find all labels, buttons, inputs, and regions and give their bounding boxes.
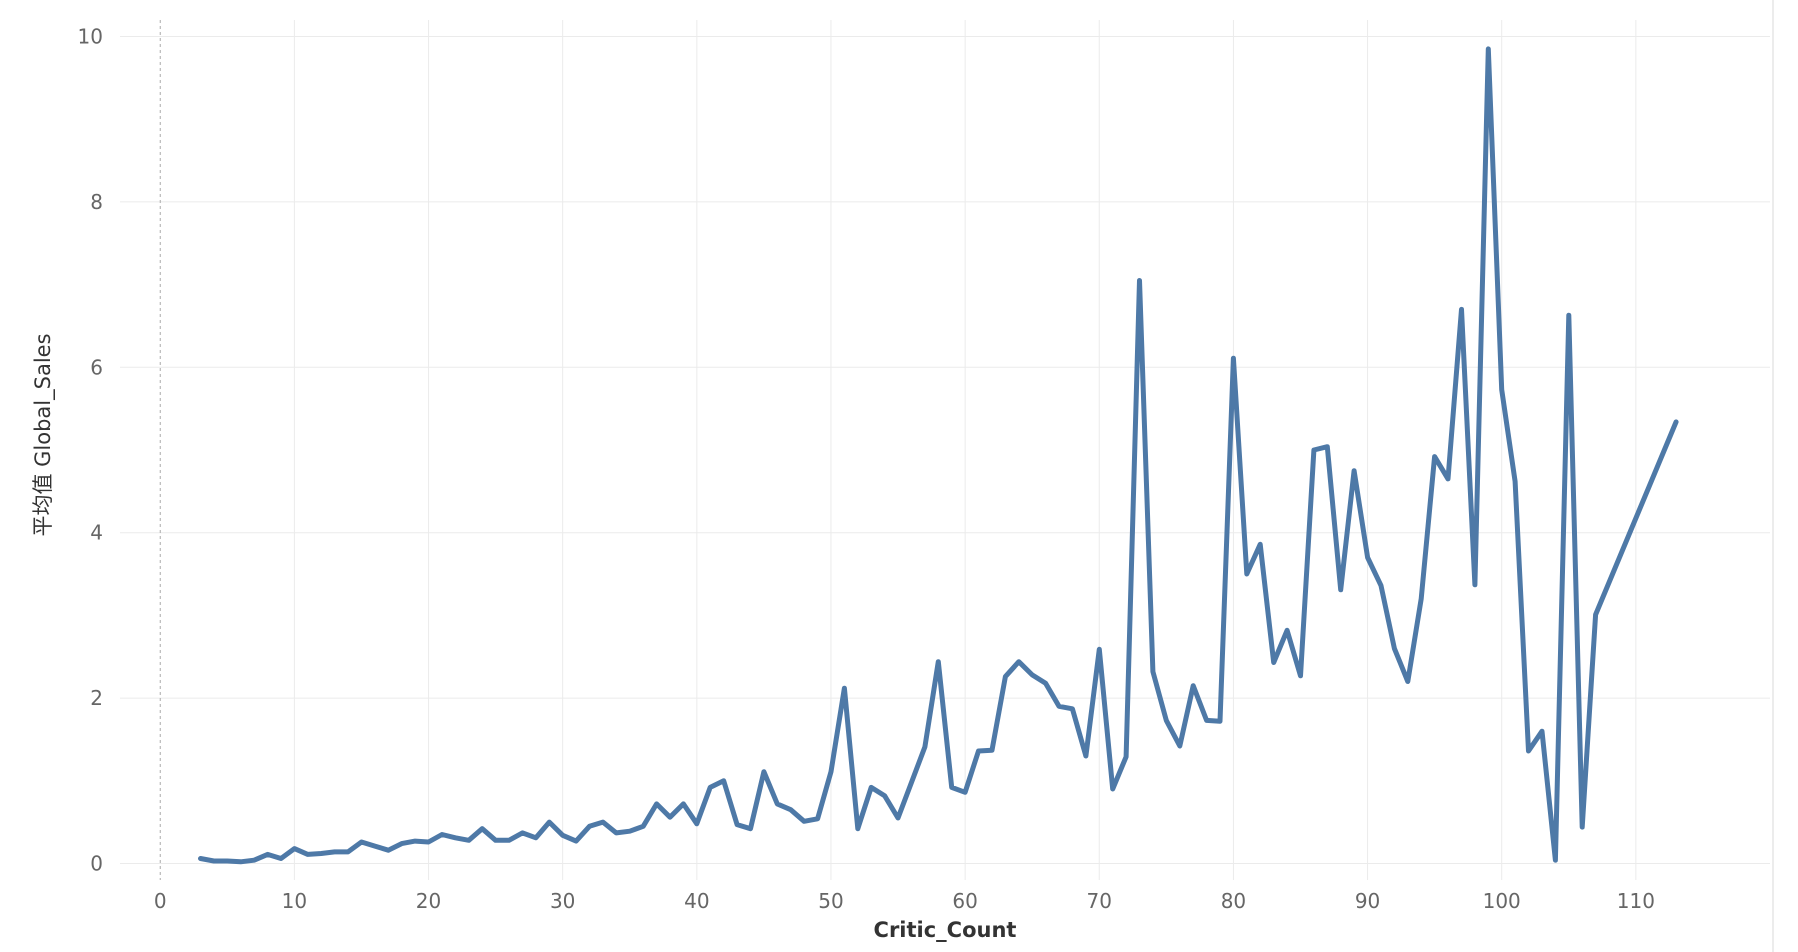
grid bbox=[120, 20, 1770, 880]
x-tick-label: 30 bbox=[550, 889, 575, 913]
x-tick-label: 90 bbox=[1355, 889, 1380, 913]
y-axis-ticks: 0 2 4 6 8 10 bbox=[78, 25, 103, 876]
y-tick-label: 2 bbox=[90, 686, 103, 710]
series-line[interactable] bbox=[198, 46, 1679, 865]
x-tick-label: 10 bbox=[282, 889, 307, 913]
y-tick-label: 10 bbox=[78, 25, 103, 49]
x-tick-label: 0 bbox=[154, 889, 167, 913]
x-tick-label: 60 bbox=[952, 889, 977, 913]
y-tick-label: 0 bbox=[90, 851, 103, 875]
x-axis-title: Critic_Count bbox=[874, 918, 1017, 942]
x-tick-label: 110 bbox=[1617, 889, 1655, 913]
x-tick-label: 40 bbox=[684, 889, 709, 913]
x-tick-label: 100 bbox=[1483, 889, 1521, 913]
y-tick-label: 4 bbox=[90, 521, 103, 545]
x-tick-label: 70 bbox=[1087, 889, 1112, 913]
x-axis-ticks: 0 10 20 30 40 50 60 70 80 90 100 110 bbox=[154, 889, 1655, 913]
x-tick-label: 50 bbox=[818, 889, 843, 913]
y-axis-title: 平均值 Global_Sales bbox=[31, 333, 56, 536]
x-tick-label: 20 bbox=[416, 889, 441, 913]
y-tick-label: 8 bbox=[90, 190, 103, 214]
y-tick-label: 6 bbox=[90, 355, 103, 379]
x-tick-label: 80 bbox=[1221, 889, 1246, 913]
